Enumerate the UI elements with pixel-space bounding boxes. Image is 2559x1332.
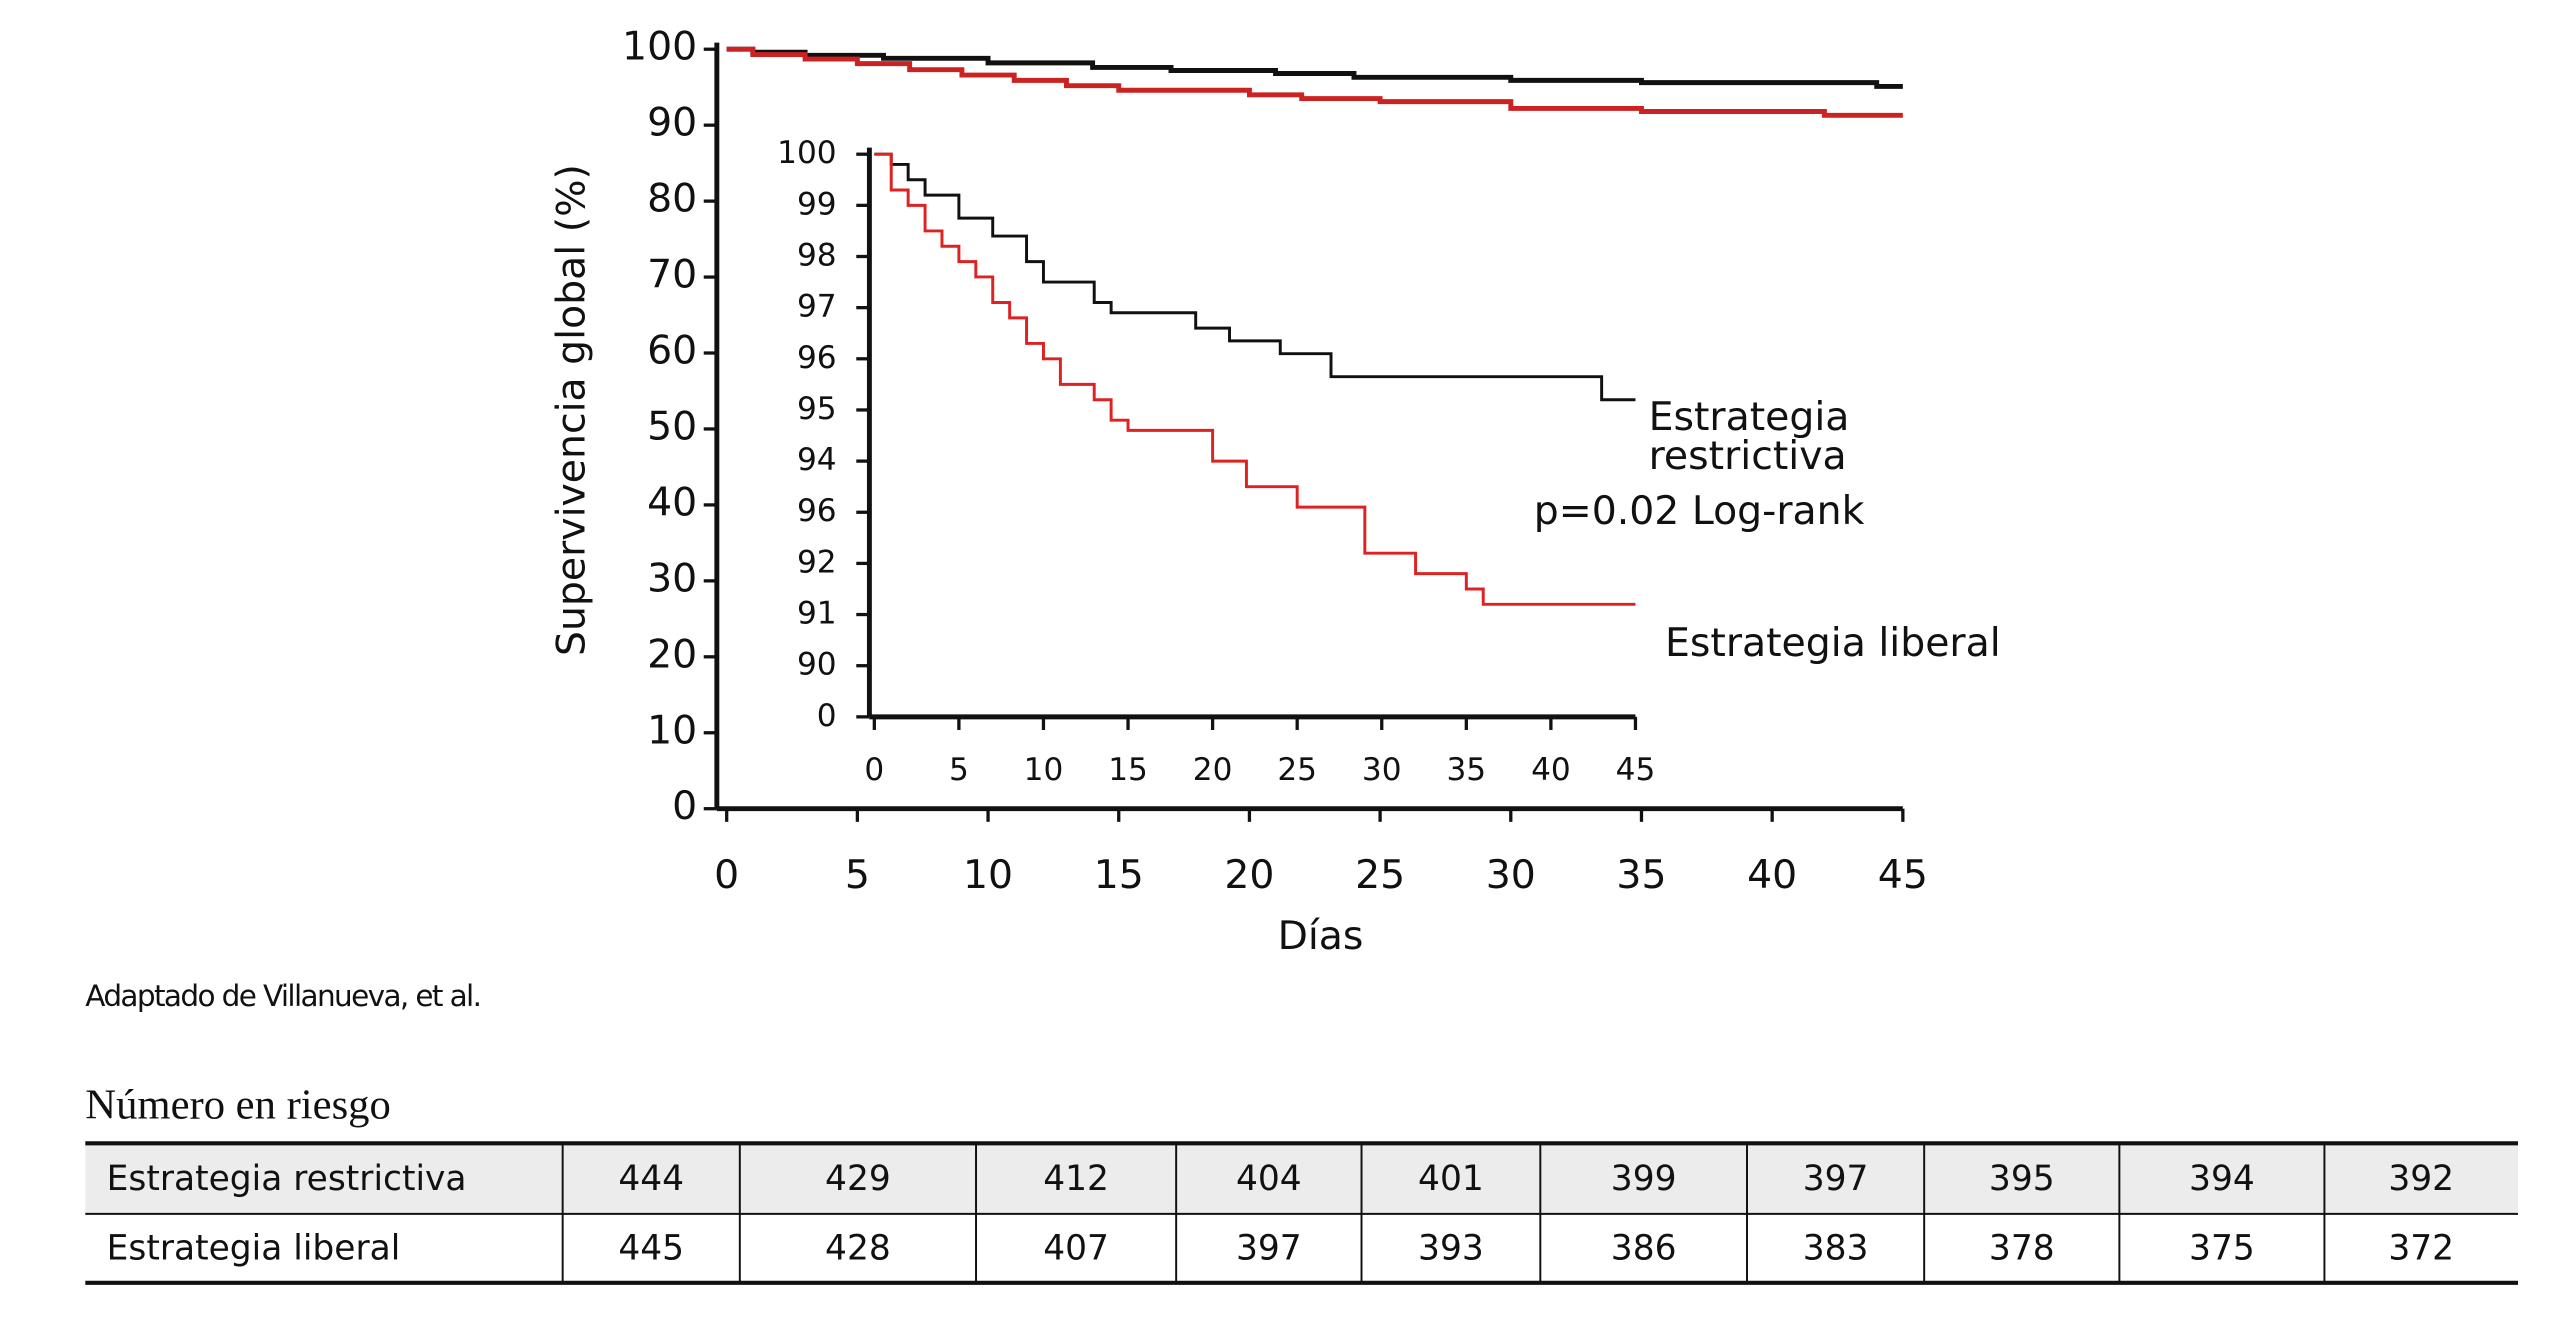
y-tick-label: 95 <box>797 391 837 427</box>
y-tick-label: 100 <box>622 24 697 70</box>
table-cell: 412 <box>1043 1159 1109 1199</box>
table-cell: 397 <box>1803 1159 1869 1199</box>
y-tick-label: 100 <box>777 135 836 171</box>
x-tick-label: 40 <box>1531 752 1571 788</box>
x-tick-label: 20 <box>1193 752 1233 788</box>
y-tick-label: 20 <box>647 631 697 677</box>
table-cell: 399 <box>1611 1159 1677 1199</box>
x-tick-label: 25 <box>1277 752 1317 788</box>
table-cell: 394 <box>2189 1159 2255 1199</box>
y-tick-label: 30 <box>647 555 697 601</box>
series-label: Estrategia restrictiva <box>1648 396 1850 479</box>
x-tick-label: 5 <box>949 752 969 788</box>
table-row-shade <box>85 1143 2518 1214</box>
y-axis-title: Supervivencia global (%) <box>549 164 595 656</box>
x-tick-label: 15 <box>1094 852 1144 898</box>
x-tick-label: 10 <box>1024 752 1064 788</box>
y-tick-label: 0 <box>817 698 837 734</box>
table-cell: 386 <box>1611 1228 1677 1268</box>
y-tick-label: 99 <box>797 186 837 222</box>
series-label-box: Estrategia liberal <box>1664 623 2001 666</box>
row-header: Estrategia restrictiva <box>107 1159 467 1199</box>
y-tick-label: 90 <box>797 647 837 683</box>
y-tick-label: 98 <box>797 238 837 274</box>
y-tick-label: 96 <box>797 340 837 376</box>
x-tick-label: 40 <box>1747 852 1797 898</box>
x-tick-label: 25 <box>1355 852 1405 898</box>
y-tick-label: 60 <box>647 328 697 374</box>
table-cell: 407 <box>1043 1228 1109 1268</box>
x-tick-label: 15 <box>1108 752 1148 788</box>
x-tick-label: 30 <box>1486 852 1536 898</box>
x-axis-title: Días <box>1278 913 1364 959</box>
x-tick-label: 20 <box>1224 852 1274 898</box>
table-cell: 429 <box>825 1159 891 1199</box>
y-tick-label: 50 <box>647 403 697 449</box>
table-cell: 375 <box>2189 1228 2255 1268</box>
survival-curve <box>874 152 1636 606</box>
x-tick-label: 45 <box>1616 752 1656 788</box>
y-tick-label: 90 <box>647 100 697 146</box>
table-cell: 428 <box>825 1228 891 1268</box>
y-tick-label: 80 <box>647 176 697 222</box>
y-tick-label: 40 <box>647 479 697 525</box>
survival-curve <box>726 46 1903 118</box>
table-cell: 445 <box>618 1228 684 1268</box>
y-tick-label: 10 <box>647 707 697 753</box>
annotation: p=0.02 Log-rank <box>1534 488 1865 534</box>
y-tick-label: 97 <box>797 289 837 325</box>
survival-curve <box>874 152 1636 402</box>
x-tick-label: 10 <box>963 852 1013 898</box>
table-cell: 401 <box>1418 1159 1484 1199</box>
table-cell: 444 <box>618 1159 684 1199</box>
y-tick-label: 70 <box>647 252 697 298</box>
table-title: Número en riesgo <box>85 1082 391 1129</box>
x-tick-label: 30 <box>1362 752 1402 788</box>
row-header: Estrategia liberal <box>107 1228 401 1268</box>
table-cell: 393 <box>1418 1228 1484 1268</box>
table-cell: 372 <box>2388 1228 2454 1268</box>
table-cell: 392 <box>2388 1159 2454 1199</box>
y-tick-label: 94 <box>797 442 837 478</box>
table-cell: 404 <box>1236 1159 1302 1199</box>
table-cell: 383 <box>1803 1228 1869 1268</box>
x-tick-label: 35 <box>1446 752 1486 788</box>
x-tick-label: 0 <box>864 752 884 788</box>
x-tick-label: 35 <box>1616 852 1666 898</box>
y-tick-label: 91 <box>797 596 837 632</box>
survival-curve <box>726 46 1903 89</box>
series-label: Estrategia liberal <box>1664 623 2001 666</box>
x-tick-label: 45 <box>1878 852 1928 898</box>
y-tick-label: 0 <box>672 783 697 829</box>
y-tick-label: 92 <box>797 544 837 580</box>
table-cell: 397 <box>1236 1228 1302 1268</box>
series-label-box: Estrategia restrictiva <box>1648 396 1850 479</box>
y-tick-label: 96 <box>797 493 837 529</box>
table-cell: 395 <box>1989 1159 2055 1199</box>
x-tick-label: 0 <box>714 852 739 898</box>
x-tick-label: 5 <box>845 852 870 898</box>
source-note: Adaptado de Villanueva, et al. <box>85 979 480 1013</box>
table-cell: 378 <box>1989 1228 2055 1268</box>
